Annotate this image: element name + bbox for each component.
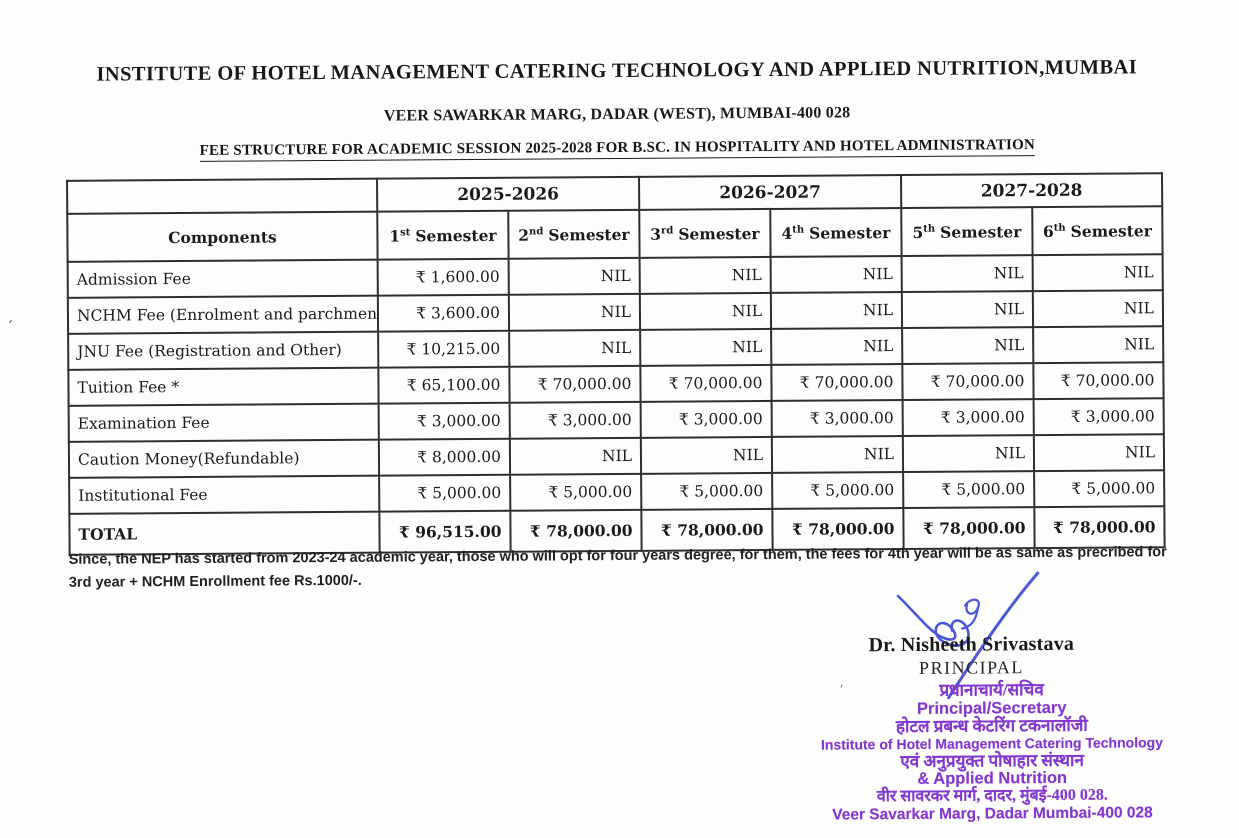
fee-cell: NIL [1032, 290, 1164, 328]
scan-artifact-mark: ’ [4, 317, 14, 334]
fee-cell: ₹ 5,000.00 [1034, 470, 1165, 508]
fee-cell: NIL [639, 292, 772, 330]
empty-header-cell [67, 178, 378, 214]
fee-cell: ₹ 70,000.00 [1033, 362, 1164, 400]
semester-word: Semester [809, 222, 891, 243]
component-name: Admission Fee [67, 259, 378, 298]
fee-cell: ₹ 5,000.00 [903, 471, 1035, 509]
fee-cell: NIL [639, 256, 771, 294]
fee-cell: ₹ 70,000.00 [902, 363, 1034, 401]
address-line: VEER SAWARKAR MARG, DADAR (WEST), MUMBAI… [383, 104, 851, 125]
fee-cell: NIL [1033, 434, 1165, 472]
semester-ordinal: th [1053, 222, 1066, 234]
fee-cell: NIL [1032, 254, 1163, 292]
semester-number: 6 [1042, 221, 1054, 241]
year-header-2025-2026: 2025-2026 [377, 176, 640, 212]
fee-cell: ₹ 3,000.00 [509, 401, 641, 439]
semester-header-4: 4th Semester [770, 208, 902, 257]
year-header-2026-2027: 2026-2027 [639, 175, 902, 210]
fee-cell: NIL [508, 257, 640, 295]
stamp-line-address: Veer Savarkar Marg, Dadar Mumbai-400 028 [832, 804, 1153, 824]
semester-number: 2 [518, 225, 530, 245]
fee-cell: NIL [770, 292, 903, 329]
fee-cell: ₹ 3,000.00 [640, 400, 772, 438]
fee-cell: ₹ 3,000.00 [1033, 398, 1164, 436]
semester-number: 4 [781, 223, 793, 243]
fee-cell: ₹ 65,100.00 [378, 366, 510, 404]
fee-cell: ₹ 3,000.00 [378, 402, 510, 440]
semester-header-6: 6th Semester [1032, 206, 1163, 256]
fee-cell: NIL [640, 328, 772, 366]
semester-ordinal: st [400, 226, 411, 238]
fee-cell: NIL [771, 436, 904, 473]
fee-cell: ₹ 3,000.00 [771, 400, 903, 437]
fee-structure-table: 2025-2026 2026-2027 2027-2028 Components… [66, 172, 1166, 556]
semester-word: Semester [1070, 220, 1152, 241]
fee-cell: NIL [509, 437, 642, 475]
signatory-name: Dr. Nisheeth Srivastava [868, 632, 1075, 657]
handwritten-signature [896, 571, 1040, 700]
component-name: Institutional Fee [69, 475, 380, 514]
fee-cell: ₹ 5,000.00 [772, 472, 904, 509]
semester-word: Semester [940, 221, 1022, 242]
fee-cell: ₹ 3,600.00 [377, 294, 510, 332]
semester-header-row: Components 1st Semester 2nd Semester 3rd Se… [67, 206, 1163, 262]
fee-cell: NIL [509, 329, 641, 367]
semester-ordinal: rd [660, 224, 674, 237]
component-name: Caution Money(Refundable) [68, 439, 380, 478]
component-name: NCHM Fee (Enrolment and parchment) [67, 295, 379, 334]
fee-cell: ₹ 3,000.00 [902, 399, 1034, 437]
fee-cell: ₹ 70,000.00 [640, 364, 772, 402]
component-name: Examination Fee [68, 403, 379, 442]
fee-cell: NIL [1033, 326, 1164, 364]
year-header-2027-2028: 2027-2028 [901, 173, 1163, 209]
semester-header-1: 1st Semester [377, 210, 509, 260]
fee-cell: NIL [901, 291, 1034, 329]
semester-number: 3 [650, 224, 662, 244]
semester-ordinal: th [792, 224, 805, 236]
office-stamp: प्रधानाचार्य/सचिव Principal/Secretary हो… [782, 680, 1203, 824]
semester-number: 5 [912, 222, 924, 242]
fee-cell: NIL [770, 256, 902, 293]
semester-word: Semester [548, 224, 630, 244]
subject-line: FEE STRUCTURE FOR ACADEMIC SESSION 2025-… [0, 136, 1237, 162]
fee-cell: NIL [902, 435, 1035, 473]
fee-cell: ₹ 5,000.00 [510, 473, 642, 511]
fee-cell: NIL [771, 328, 903, 365]
semester-header-2: 2nd Semester [508, 209, 640, 259]
fee-cell: ₹ 5,000.00 [641, 472, 773, 510]
semester-number: 1 [389, 226, 401, 246]
semester-word: Semester [678, 223, 760, 244]
component-name: Tuition Fee * [68, 367, 379, 406]
fee-cell: ₹ 70,000.00 [771, 364, 903, 401]
fee-cell: ₹ 1,600.00 [377, 258, 509, 296]
fee-cell: ₹ 5,000.00 [379, 474, 511, 512]
semester-word: Semester [415, 225, 497, 245]
fee-cell: ₹ 8,000.00 [378, 438, 511, 476]
fee-cell: NIL [640, 436, 773, 474]
subject-line-text: FEE STRUCTURE FOR ACADEMIC SESSION 2025-… [199, 137, 1036, 162]
semester-header-5: 5th Semester [901, 207, 1033, 257]
component-name: JNU Fee (Registration and Other) [68, 331, 379, 370]
fee-cell: NIL [508, 293, 641, 331]
institute-title: INSTITUTE OF HOTEL MANAGEMENT CATERING T… [96, 56, 1138, 86]
fee-cell: ₹ 10,215.00 [378, 330, 510, 368]
fee-cell: NIL [902, 327, 1034, 365]
semester-header-3: 3rd Semester [639, 208, 771, 258]
scan-artifact-mark: ’ [839, 682, 844, 697]
fee-cell: NIL [901, 255, 1033, 293]
signatory-designation: PRINCIPAL [918, 657, 1024, 678]
semester-ordinal: th [923, 223, 936, 235]
fee-cell: ₹ 70,000.00 [509, 365, 641, 403]
signature-block: Dr. Nisheeth Srivastava PRINCIPAL प्रधान… [761, 564, 1181, 824]
semester-ordinal: nd [528, 225, 544, 237]
components-column-header: Components [67, 211, 378, 262]
